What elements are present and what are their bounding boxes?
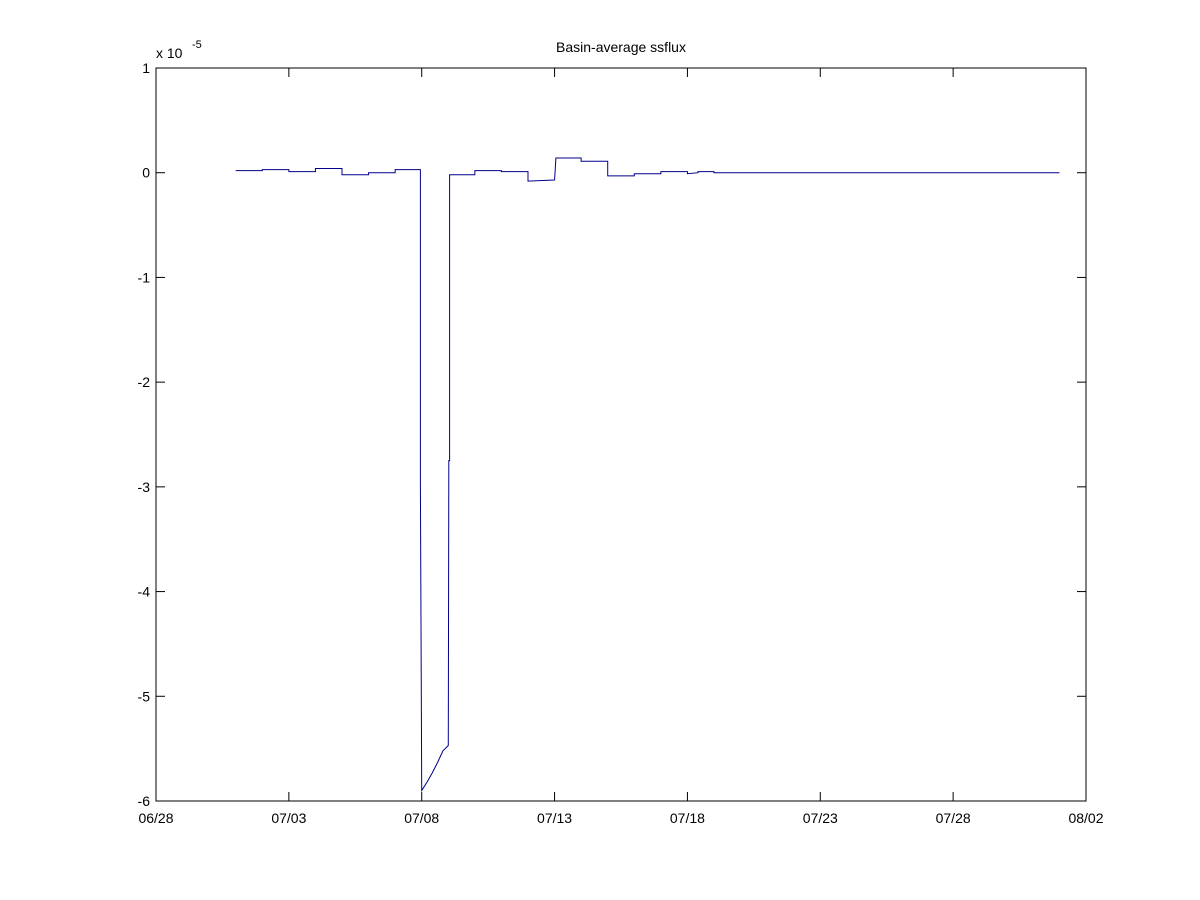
x-tick-label-1: 07/03 [271,810,306,826]
plot-area [155,67,1087,802]
y-tick-label-1: 0 [142,165,150,181]
x-tick-label-5: 07/23 [803,810,838,826]
x-tick-label-7: 08/02 [1068,810,1103,826]
y-tick-label-5: -4 [138,584,151,600]
x-tick-label-4: 07/18 [670,810,705,826]
x-tick-label-3: 07/13 [537,810,572,826]
y-axis: 1 0 -1 -2 -3 -4 -5 -6 [138,60,1086,809]
y-tick-label-0: 1 [142,60,150,76]
y-tick-label-2: -1 [138,269,151,285]
y-tick-label-3: -2 [138,374,151,390]
series-line-ssflux [235,157,1060,793]
x-tick-label-2: 07/08 [404,810,439,826]
x-tick-label-6: 07/28 [936,810,971,826]
y-tick-label-7: -6 [138,793,151,809]
exponent-base: x 10 [156,45,183,61]
x-tick-label-0: 06/28 [138,810,173,826]
x-axis: 06/28 07/03 07/08 07/13 07/18 07/23 07/28 08/02 [138,68,1104,826]
chart-title: Basin-average ssflux [556,39,686,55]
y-tick-label-4: -3 [138,479,151,495]
exponent-label: x 10 -5 [156,39,202,61]
exponent-power: -5 [192,39,202,51]
y-tick-label-6: -5 [138,688,151,704]
series-layer [235,157,1060,793]
